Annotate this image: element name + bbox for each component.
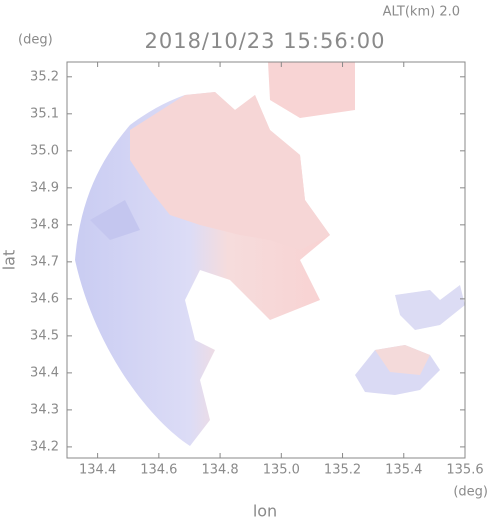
x-tick-label: 135.4 (385, 463, 422, 478)
y-tick-label: 35.0 (30, 143, 59, 158)
x-tick-label: 135.0 (263, 463, 300, 478)
plot-frame (66, 61, 466, 459)
echo-region (395, 285, 465, 330)
x-tick-label: 134.6 (140, 463, 177, 478)
x-tick-label: 135.2 (324, 463, 361, 478)
y-tick-label: 34.6 (30, 291, 59, 306)
y-tick-label: 35.2 (30, 69, 59, 84)
x-axis-label: lon (253, 502, 277, 521)
y-tick-label: 34.9 (30, 180, 59, 195)
y-tick-label: 34.2 (30, 439, 59, 454)
y-tick-label: 34.4 (30, 365, 59, 380)
y-axis-label: lat (0, 250, 19, 271)
radar-field (75, 62, 465, 446)
x-unit: (deg) (453, 485, 488, 500)
echo-region (130, 92, 330, 250)
y-tick-label: 34.7 (30, 254, 59, 269)
y-unit: (deg) (18, 33, 53, 48)
echo-region (375, 345, 430, 375)
y-tick-label: 34.8 (30, 217, 59, 232)
annotation: ALT(km) 2.0 (383, 5, 460, 20)
x-tick-label: 135.6 (446, 463, 483, 478)
echo-region (268, 62, 355, 118)
y-tick-label: 34.3 (30, 402, 59, 417)
x-tick-label: 134.8 (201, 463, 238, 478)
echo-region (90, 200, 140, 240)
y-tick-label: 35.1 (30, 106, 59, 121)
y-tick-label: 34.5 (30, 328, 59, 343)
x-tick-label: 134.4 (79, 463, 116, 478)
chart-title: 2018/10/23 15:56:00 (144, 29, 385, 53)
